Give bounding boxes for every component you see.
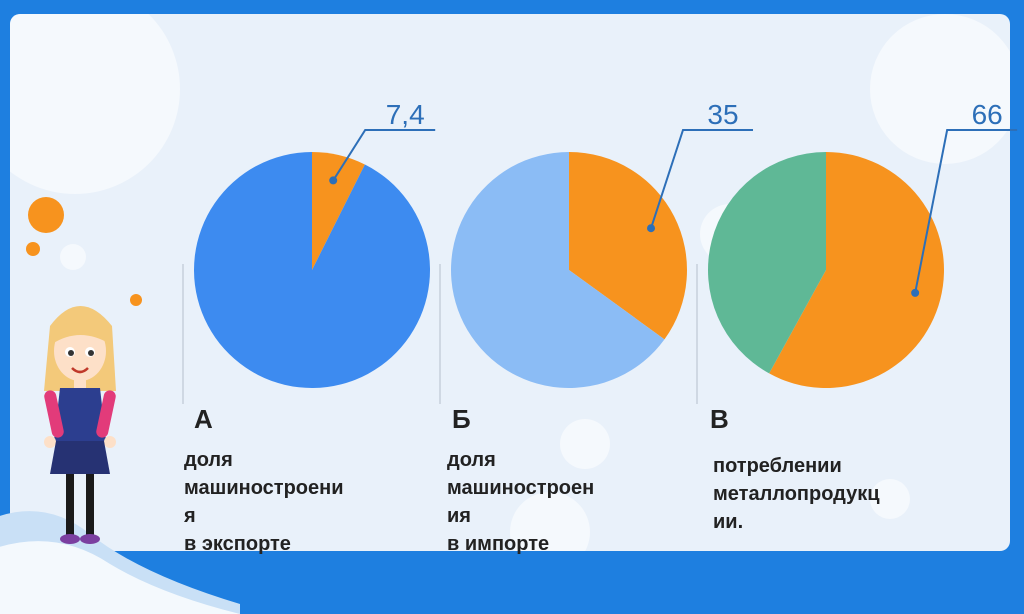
divider-line (182, 264, 184, 404)
decor-dot (28, 197, 64, 233)
chart-c-caption: потреблении металлопродукц ии. (713, 452, 880, 536)
pie-charts: 7,4 35 66 (194, 99, 1018, 389)
divider-line (439, 264, 441, 404)
decor-bubble (60, 244, 86, 270)
caption-line: металлопродукц (713, 483, 880, 505)
pie-a-callout-line (332, 129, 436, 181)
pie-a-slice-0 (312, 152, 365, 270)
chart-a-caption: доля машиностроени я в экспорте (184, 446, 344, 558)
chart-b-caption: доля машиностроен ия в импорте (447, 446, 594, 558)
divider-line (696, 264, 698, 404)
pie-a-value-label: 7,4 (386, 99, 425, 130)
caption-line: машиностроен (447, 477, 595, 499)
pie-b-slice-1 (451, 152, 665, 389)
decor-bubble (870, 14, 1010, 164)
caption-line: ия (447, 505, 471, 527)
pie-b-callout-line (650, 129, 754, 229)
caption-line: в экспорте (184, 533, 291, 555)
decor-dot (26, 242, 40, 256)
caption-line: доля (447, 449, 496, 471)
pie-c-slice-0 (769, 152, 945, 388)
pie-b-value-label: 35 (707, 99, 738, 130)
pie-c-value-label: 66 (972, 99, 1003, 130)
pie-a-callout-dot (329, 176, 338, 185)
chart-c-letter: В (710, 404, 729, 434)
pie-b-slice-0 (569, 152, 687, 340)
decor-bubble (560, 419, 610, 469)
pie-a-slice-1 (194, 152, 430, 388)
caption-line: машиностроени (184, 477, 344, 499)
decor-bubble (870, 479, 910, 519)
pie-b-callout-dot (647, 224, 656, 233)
chart-a-letter: А (194, 404, 213, 434)
caption-line: я (184, 505, 196, 527)
caption-line: потреблении (713, 455, 842, 477)
chart-b-letter: Б (452, 404, 471, 434)
decor-bubble (510, 492, 590, 551)
girl-character-illustration (44, 306, 116, 544)
pie-c-callout-line (914, 129, 1018, 294)
caption-line: ии. (713, 511, 744, 533)
caption-line: доля (184, 449, 233, 471)
pie-c-callout-dot (911, 288, 920, 297)
pie-c-slice-1 (708, 152, 826, 374)
decor-dot (130, 294, 142, 306)
caption-line: в импорте (447, 533, 550, 555)
